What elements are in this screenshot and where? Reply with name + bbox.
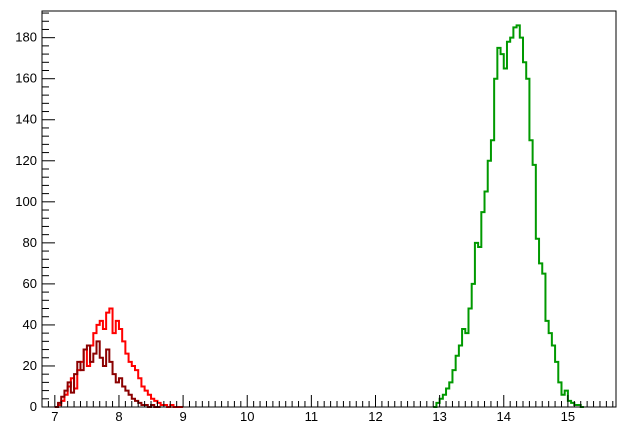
y-tick-label: 60 xyxy=(23,276,37,291)
x-tick-label: 10 xyxy=(240,409,254,423)
x-tick-label: 7 xyxy=(51,409,58,423)
y-tick-label: 140 xyxy=(15,112,37,127)
y-tick-label: 0 xyxy=(30,399,37,414)
x-tick-label: 11 xyxy=(305,409,319,423)
x-tick-label: 9 xyxy=(179,409,186,423)
y-tick-label: 40 xyxy=(23,317,37,332)
x-tick-label: 15 xyxy=(561,409,575,423)
y-tick-label: 100 xyxy=(15,194,37,209)
x-tick-label: 14 xyxy=(497,409,511,423)
axis-layer: 0 20 40 60 80 100 120 140 160 180 7 8 9 10 11 12 13 14 15 xyxy=(15,12,614,423)
y-tick-label: 180 xyxy=(15,30,37,45)
x-tick-label: 8 xyxy=(115,409,122,423)
plot-frame xyxy=(41,10,617,408)
y-tick-label: 160 xyxy=(15,71,37,86)
y-tick-label: 80 xyxy=(23,235,37,250)
histogram-series-2 xyxy=(54,340,161,408)
y-tick-label: 120 xyxy=(15,153,37,168)
x-tick-label: 13 xyxy=(432,409,446,423)
histogram-series-3 xyxy=(433,24,584,408)
x-tick-label: 12 xyxy=(368,409,382,423)
y-tick-label: 20 xyxy=(23,358,37,373)
